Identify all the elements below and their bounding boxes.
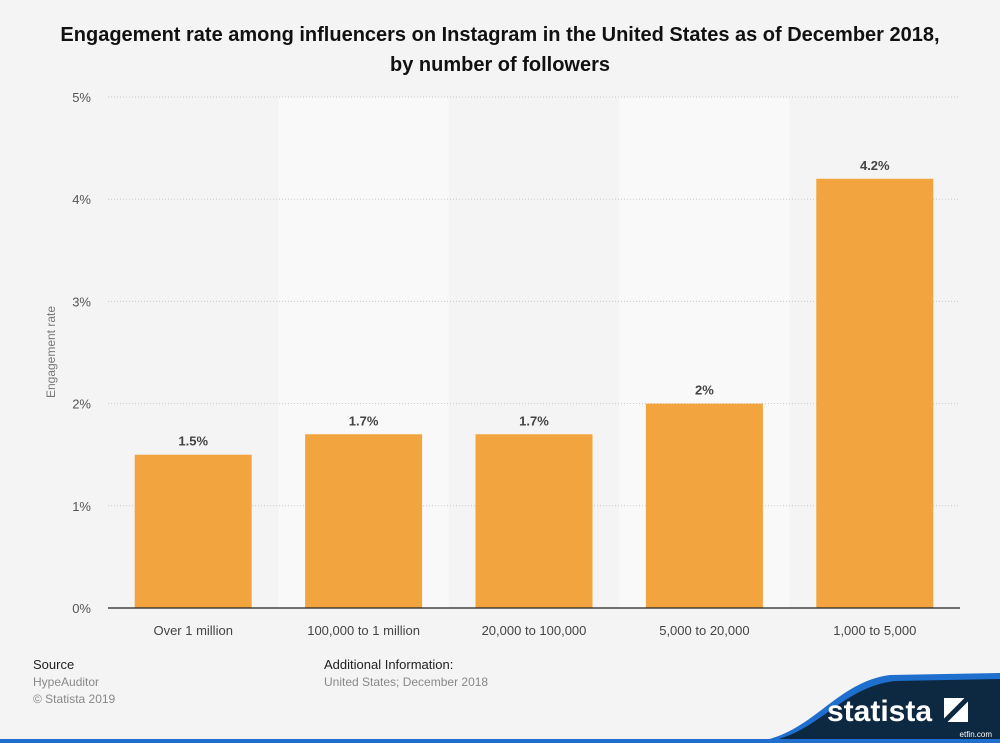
data-label: 1.5% <box>178 434 208 449</box>
bar <box>645 403 763 608</box>
y-tick-label: 2% <box>72 397 91 412</box>
bar <box>134 454 252 608</box>
x-tick-label: 20,000 to 100,000 <box>482 623 587 638</box>
bar <box>816 178 934 608</box>
data-label: 4.2% <box>860 158 890 173</box>
chart-title: Engagement rate among influencers on Ins… <box>60 24 940 76</box>
copyright-text: © Statista 2019 <box>33 692 116 706</box>
info-heading: Additional Information: <box>324 657 454 672</box>
svg-text:statista: statista <box>827 695 932 728</box>
source-heading: Source <box>33 657 75 672</box>
y-tick-label: 1% <box>72 499 91 514</box>
y-tick-label: 4% <box>72 192 91 207</box>
info-text: United States; December 2018 <box>324 675 489 689</box>
x-tick-label: Over 1 million <box>153 623 232 638</box>
bottom-bar <box>0 739 1000 743</box>
y-axis-label: Engagement rate <box>44 306 58 398</box>
y-tick-label: 3% <box>72 294 91 309</box>
bar-chart: 0% 1% 2% 3% 4% 5% Engagement rate 1.5% Over 1 mi… <box>44 90 960 638</box>
y-tick-label: 0% <box>72 601 91 616</box>
additional-info-block: Additional Information: United States; D… <box>324 657 488 691</box>
data-label: 1.7% <box>349 413 379 428</box>
source-text: HypeAuditor <box>33 675 100 689</box>
data-label: 2% <box>695 383 714 398</box>
statista-logo: statista <box>740 673 1000 743</box>
bar <box>475 434 593 608</box>
x-tick-label: 1,000 to 5,000 <box>833 623 916 638</box>
x-tick-label: 100,000 to 1 million <box>307 623 420 638</box>
data-label: 1.7% <box>519 413 549 428</box>
source-block: Source HypeAuditor © Statista 2019 <box>33 657 115 708</box>
bar <box>305 434 423 608</box>
x-tick-label: 5,000 to 20,000 <box>659 623 749 638</box>
y-tick-label: 5% <box>72 90 91 105</box>
watermark: etfin.com <box>959 730 992 739</box>
